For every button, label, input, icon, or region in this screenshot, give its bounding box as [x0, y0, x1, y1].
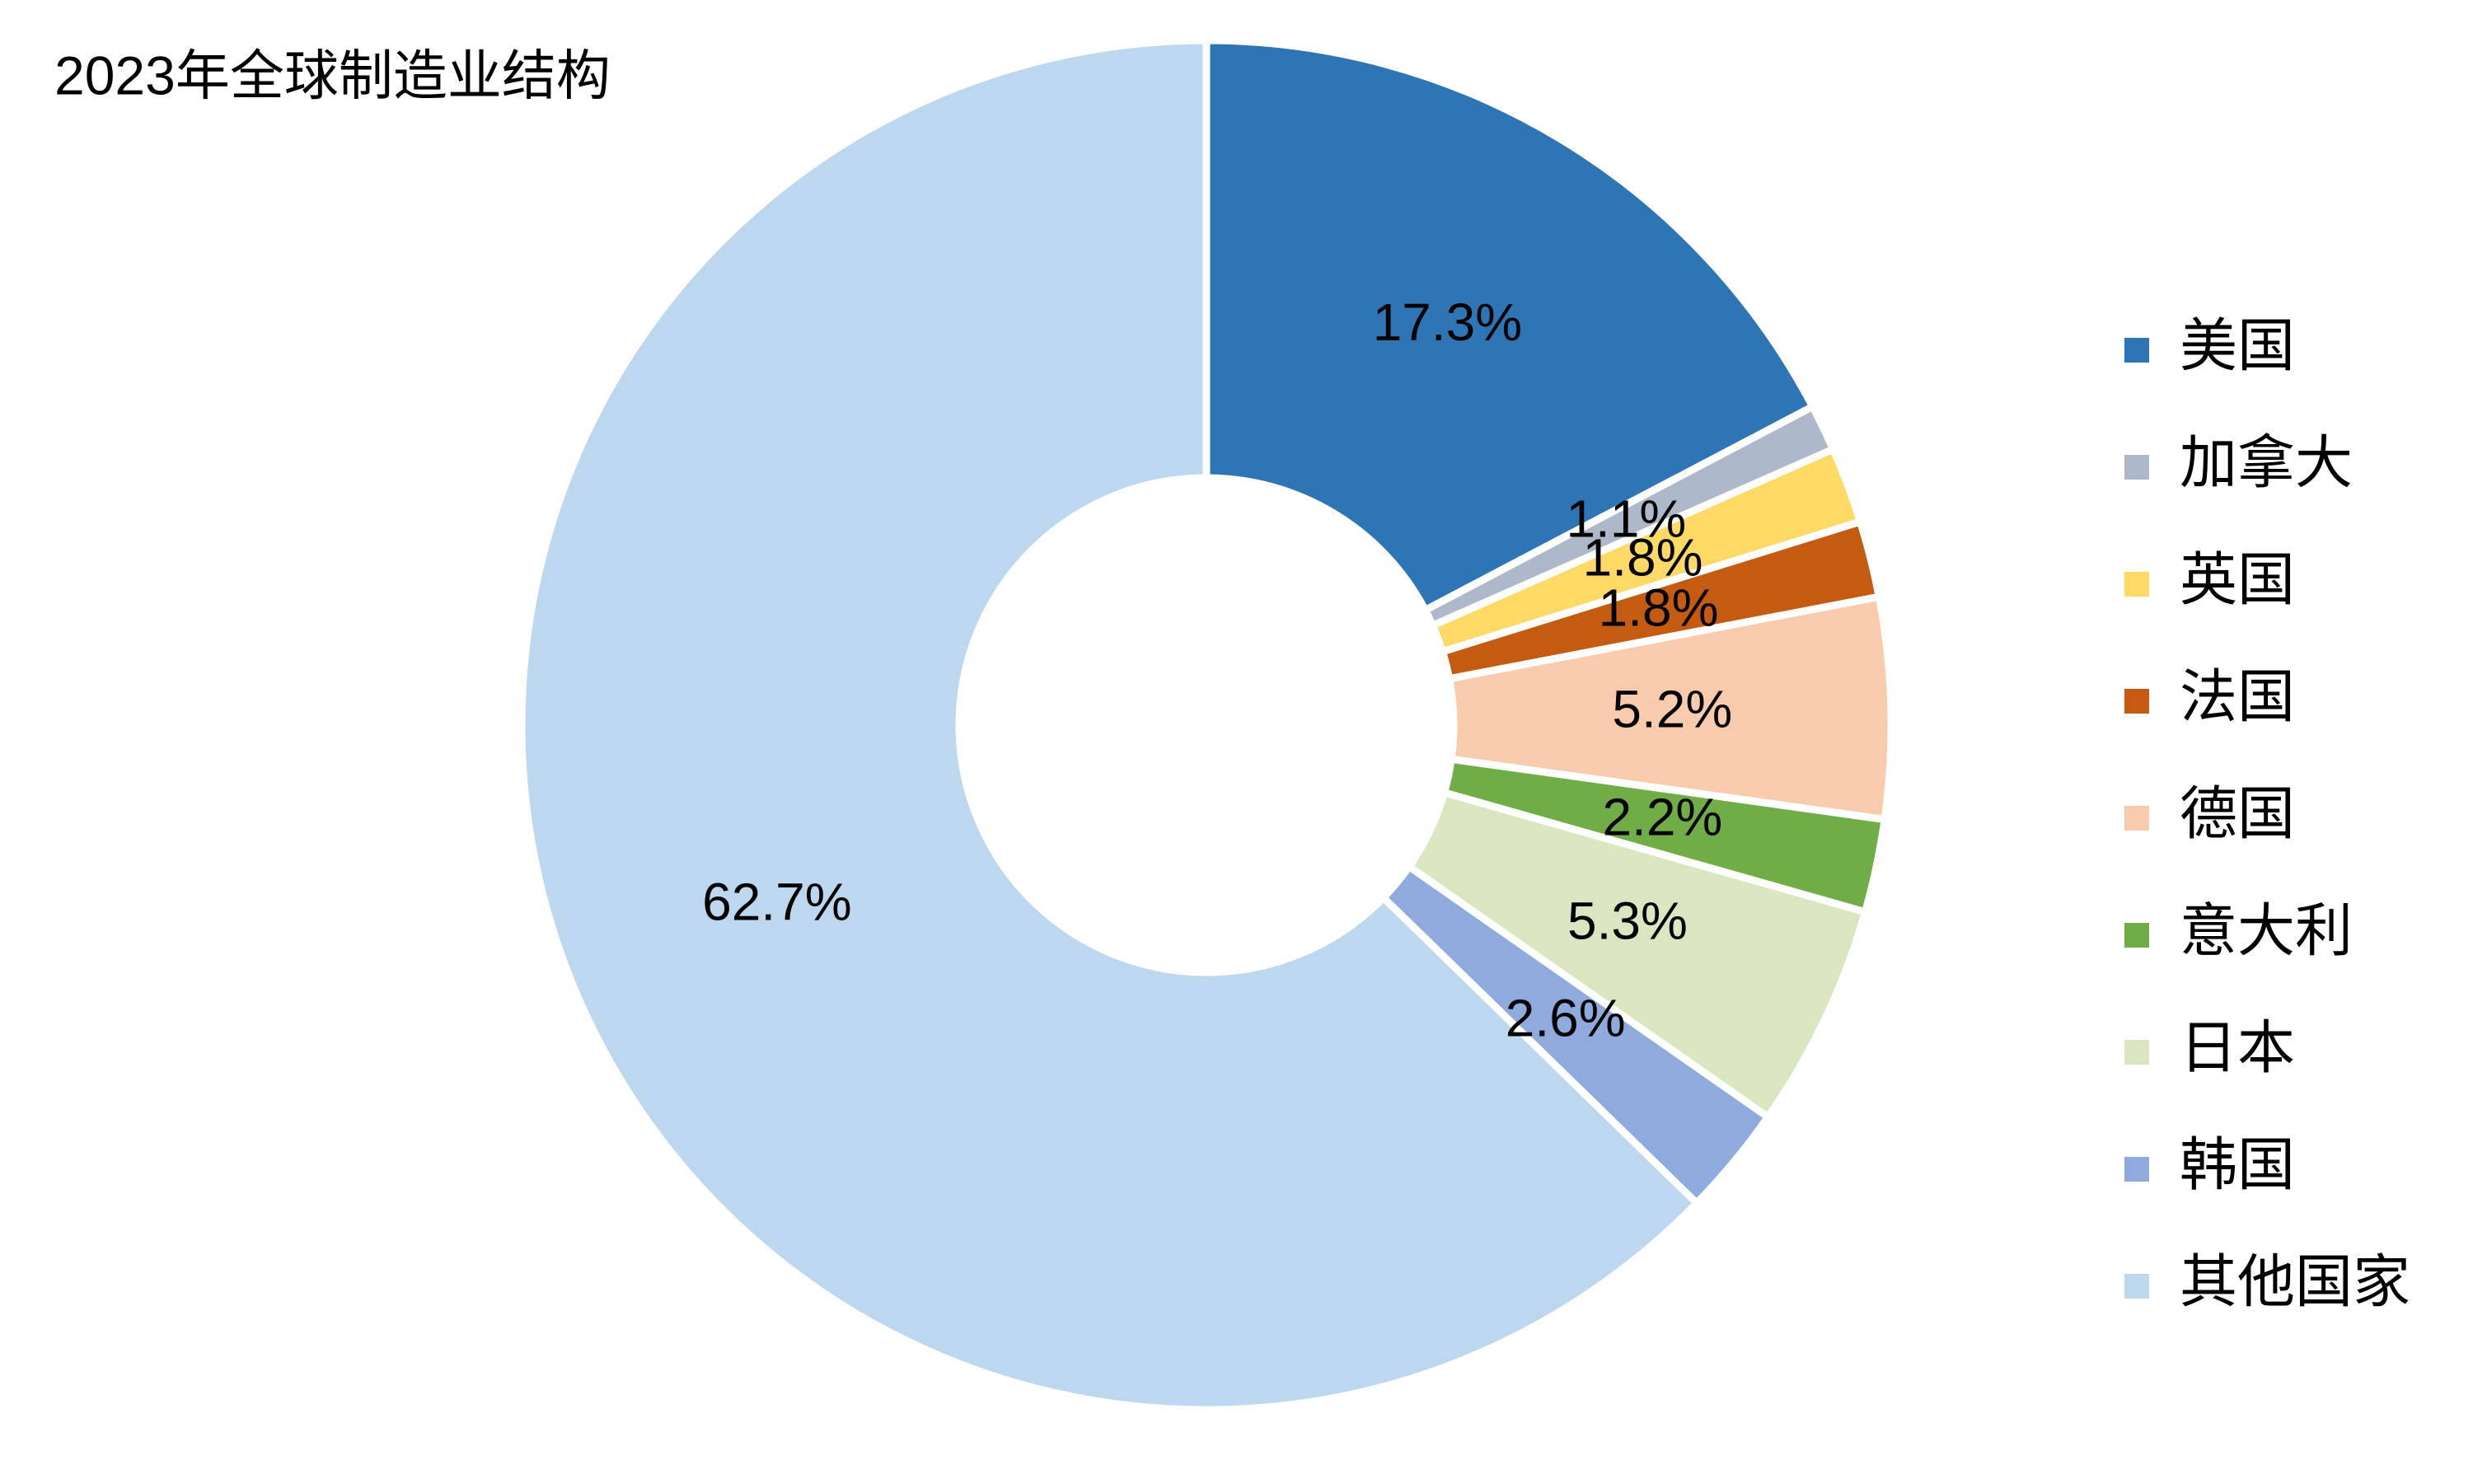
- legend-label: 英国: [2180, 547, 2295, 611]
- chart-title: 2023年全球制造业结构: [54, 44, 611, 105]
- data-label: 5.3%: [1567, 891, 1688, 950]
- data-label: 2.6%: [1506, 988, 1626, 1047]
- data-label: 5.2%: [1612, 680, 1732, 739]
- legend-swatch: [2124, 1040, 2149, 1065]
- data-label: 1.8%: [1583, 528, 1703, 588]
- legend-swatch: [2124, 455, 2149, 480]
- data-label: 62.7%: [702, 873, 851, 932]
- donut-slice: [1202, 36, 1818, 616]
- data-label: 17.3%: [1373, 293, 1522, 352]
- data-label: 1.8%: [1599, 578, 1719, 638]
- legend-label: 美国: [2180, 313, 2295, 377]
- data-label: 1.1%: [1566, 489, 1686, 548]
- legend-swatch: [2124, 338, 2149, 363]
- legend-swatch: [2124, 572, 2149, 597]
- legend-swatch: [2124, 1274, 2149, 1299]
- legend-label: 日本: [2180, 1015, 2295, 1079]
- legend-label: 意大利: [2180, 898, 2353, 962]
- donut-slice: [1403, 788, 1871, 1122]
- legend-swatch: [2124, 1157, 2149, 1182]
- legend-label: 加拿大: [2180, 430, 2353, 494]
- donut-slice: [1445, 592, 1895, 824]
- legend-label: 德国: [2180, 781, 2295, 845]
- legend-swatch: [2124, 923, 2149, 948]
- data-label: 2.2%: [1602, 787, 1722, 846]
- donut-slice: [518, 36, 1703, 1414]
- legend-label: 韩国: [2180, 1132, 2295, 1196]
- legend-swatch: [2124, 806, 2149, 831]
- legend-label: 其他国家: [2180, 1249, 2410, 1313]
- legend-label: 法国: [2180, 664, 2295, 728]
- legend-swatch: [2124, 689, 2149, 714]
